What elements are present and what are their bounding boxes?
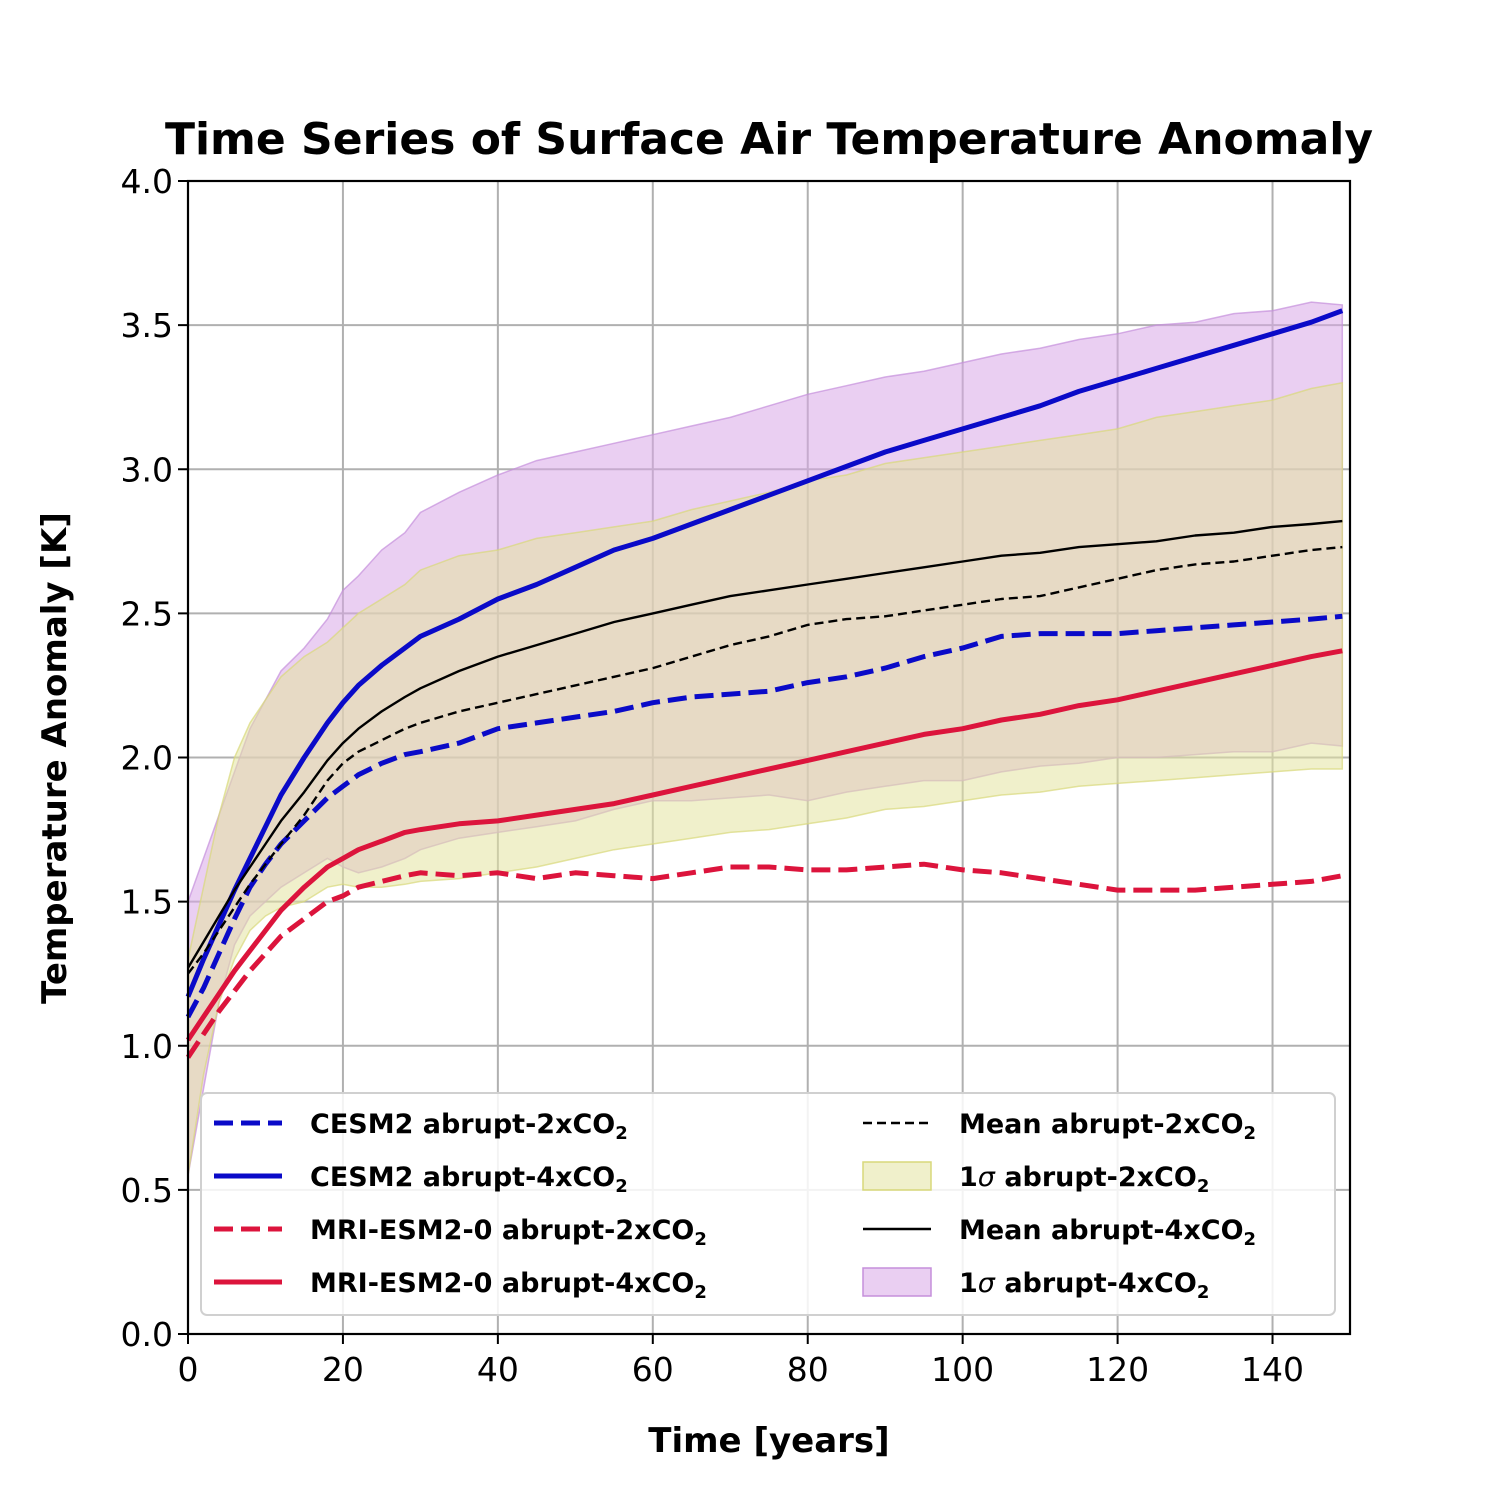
legend-label-part: 2 [615, 1176, 628, 1197]
legend-label: Mean abrupt-4xCO2 [959, 1215, 1256, 1250]
y-tick-label: 4.0 [121, 162, 173, 201]
legend-label: Mean abrupt-2xCO2 [959, 1109, 1256, 1144]
y-axis-label: Temperature Anomaly [K] [35, 512, 75, 1004]
legend-label-part: CESM2 abrupt-4xCO [310, 1162, 615, 1193]
x-axis-label: Time [years] [648, 1421, 889, 1461]
legend-label: CESM2 abrupt-2xCO2 [310, 1109, 628, 1144]
series-line-3 [185, 648, 1343, 1042]
legend-label-part: 2 [1244, 1229, 1257, 1250]
legend-label-part: 1 [959, 1268, 978, 1299]
legend-label-part: 1 [959, 1162, 978, 1193]
y-tick-label: 2.0 [121, 739, 173, 778]
legend-label: 1σ abrupt-2xCO2 [959, 1162, 1209, 1197]
x-tick-label: 0 [178, 1350, 199, 1389]
legend-label: 1σ abrupt-4xCO2 [959, 1268, 1209, 1303]
legend-label-part: abrupt-2xCO [995, 1162, 1197, 1193]
series-line-4 [187, 545, 1343, 975]
legend-label-part: 2 [694, 1282, 707, 1303]
legend-label: MRI-ESM2-0 abrupt-2xCO2 [310, 1215, 707, 1250]
y-tick-label: 3.0 [121, 450, 173, 489]
series-line-0 [185, 613, 1343, 1019]
legend-label-part: σ [978, 1162, 996, 1193]
x-tick-label: 40 [477, 1350, 519, 1389]
legend-label-part: MRI-ESM2-0 abrupt-4xCO [310, 1268, 694, 1299]
legend-label-part: Mean abrupt-4xCO [959, 1215, 1244, 1246]
legend-band-swatch [862, 1267, 932, 1297]
legend-label: MRI-ESM2-0 abrupt-4xCO2 [310, 1268, 707, 1303]
legend-label-part: 2 [1197, 1282, 1210, 1303]
legend-label-part: abrupt-4xCO [995, 1268, 1197, 1299]
sigma-bands [187, 301, 1344, 1176]
legend-label-part: 2 [1244, 1123, 1257, 1144]
legend-label: CESM2 abrupt-4xCO2 [310, 1162, 628, 1197]
legend-entry: Mean abrupt-2xCO2 [863, 1109, 1256, 1144]
legend-entry: 1σ abrupt-2xCO2 [862, 1161, 1209, 1197]
legend-label-part: Mean abrupt-2xCO [959, 1109, 1244, 1140]
x-tick-label: 120 [1086, 1350, 1149, 1389]
chart-title: Time Series of Surface Air Temperature A… [165, 114, 1373, 165]
y-tick-label: 1.0 [121, 1027, 173, 1066]
y-axis-ticks: 0.0 0.5 1.0 1.5 2.0 2.5 3.0 3.5 4.0 [121, 162, 188, 1354]
series-line-1 [185, 308, 1344, 998]
x-axis-ticks: 0 20 40 60 80 100 120 140 [178, 1334, 1304, 1389]
legend-label-part: 2 [1197, 1176, 1210, 1197]
x-tick-label: 20 [322, 1350, 364, 1389]
legend-entry: CESM2 abrupt-4xCO2 [214, 1162, 628, 1197]
sigma-band-1 [187, 381, 1344, 1176]
x-tick-label: 80 [787, 1350, 829, 1389]
legend-label-part: 2 [694, 1229, 707, 1250]
y-tick-label: 0.0 [121, 1315, 173, 1354]
series-line-2 [185, 861, 1343, 1059]
legend-entry: 1σ abrupt-4xCO2 [862, 1267, 1209, 1303]
legend-band-swatch [862, 1161, 932, 1191]
y-tick-label: 1.5 [121, 883, 173, 922]
x-tick-label: 60 [632, 1350, 674, 1389]
legend-entry: Mean abrupt-4xCO2 [863, 1215, 1256, 1250]
legend-label-part: 2 [615, 1123, 628, 1144]
series-line-5 [186, 519, 1343, 969]
legend-label-part: MRI-ESM2-0 abrupt-2xCO [310, 1215, 694, 1246]
legend-label-part: σ [978, 1268, 996, 1299]
legend-box [200, 1092, 1336, 1316]
series-lines [185, 308, 1344, 1059]
y-tick-label: 2.5 [121, 594, 173, 633]
legend-entry: CESM2 abrupt-2xCO2 [214, 1109, 628, 1144]
legend-label-part: CESM2 abrupt-2xCO [310, 1109, 615, 1140]
x-tick-label: 100 [931, 1350, 994, 1389]
y-tick-label: 3.5 [121, 306, 173, 345]
legend-entry: MRI-ESM2-0 abrupt-4xCO2 [214, 1268, 707, 1303]
legend-entry: MRI-ESM2-0 abrupt-2xCO2 [214, 1215, 707, 1250]
x-tick-label: 140 [1241, 1350, 1304, 1389]
y-tick-label: 0.5 [121, 1171, 173, 1210]
